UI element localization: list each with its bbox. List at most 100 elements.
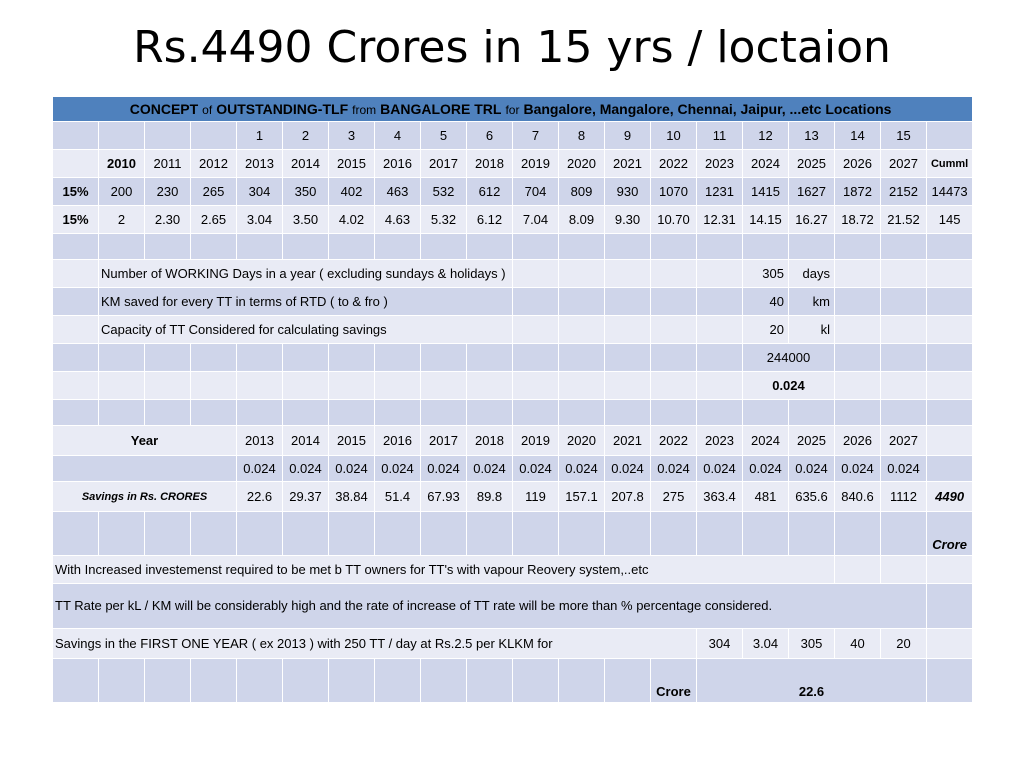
growth-value: 809	[558, 177, 605, 206]
index-cell: 9	[604, 121, 651, 150]
growth-value: 402	[328, 177, 375, 206]
header-row: CONCEPT of OUTSTANDING-TLF from BANGALORE TR…	[51, 96, 974, 122]
index-cell: 12	[742, 121, 789, 150]
empty-cell	[696, 511, 743, 556]
empty-cell	[558, 259, 605, 288]
empty-cell	[925, 343, 974, 372]
empty-cell	[236, 343, 283, 372]
empty-cell	[512, 287, 559, 316]
year-cell: 2025	[788, 425, 835, 456]
empty-cell	[558, 371, 605, 400]
growth-value: 2.30	[144, 205, 191, 234]
first-year-value: 20	[880, 628, 927, 659]
factor-cell: 0.024	[466, 455, 513, 482]
empty-cell	[466, 658, 513, 703]
factor-cell: 0.024	[650, 455, 697, 482]
factor-row: 0.024 0.024 0.024 0.024 0.024 0.024 0.024 0.024…	[52, 455, 974, 482]
empty-cell	[328, 399, 375, 426]
year-cell: 2026	[834, 425, 881, 456]
empty-cell	[925, 658, 974, 703]
savings-total: 4490	[925, 481, 974, 512]
growth-value: 21.52	[880, 205, 927, 234]
empty-cell	[604, 511, 651, 556]
index-cell: 11	[696, 121, 743, 150]
year-cell: 2014	[282, 425, 329, 456]
year-cell: 2018	[466, 149, 513, 178]
empty-cell	[190, 511, 237, 556]
year-cell: 2021	[604, 425, 651, 456]
empty-cell	[466, 233, 513, 260]
index-cell: 15	[880, 121, 927, 150]
savings-value: 119	[512, 481, 559, 512]
index-cell: 14	[834, 121, 881, 150]
empty-cell	[374, 233, 421, 260]
growth-row: 15% 2 2.30 2.65 3.04 3.50 4.02 4.63 5.32 6.12 7.04…	[52, 205, 974, 234]
empty-cell	[512, 658, 559, 703]
savings-value: 207.8	[604, 481, 651, 512]
savings-table: CONCEPT of OUTSTANDING-TLF from BANGALORE TR…	[51, 96, 974, 703]
header-text: OUTSTANDING-TLF	[216, 101, 349, 117]
result-row: Crore 22.6	[52, 658, 974, 703]
empty-cell	[604, 259, 651, 288]
year-cell: 2016	[374, 149, 421, 178]
empty-cell	[834, 287, 881, 316]
empty-cell	[650, 343, 697, 372]
growth-value: 6.12	[466, 205, 513, 234]
growth-total: 14473	[925, 177, 974, 206]
empty-cell	[925, 455, 974, 482]
empty-cell	[282, 371, 329, 400]
growth-value: 7.04	[512, 205, 559, 234]
empty-cell	[420, 658, 467, 703]
empty-cell	[52, 399, 99, 426]
growth-value: 200	[98, 177, 145, 206]
year-section-label: Year	[52, 425, 237, 456]
index-row: 1 2 3 4 5 6 7 8 9 10 11 12 13 14 15	[52, 121, 974, 150]
result-crore-label: Crore	[650, 658, 697, 703]
empty-cell	[742, 399, 789, 426]
year-cell: 2022	[650, 425, 697, 456]
empty-cell	[604, 315, 651, 344]
empty-cell	[190, 233, 237, 260]
year-cell: 2015	[328, 149, 375, 178]
year-cell: 2012	[190, 149, 237, 178]
empty-cell	[328, 511, 375, 556]
growth-rate-label: 15%	[52, 205, 99, 234]
empty-cell	[650, 371, 697, 400]
growth-total: 145	[925, 205, 974, 234]
growth-value: 9.30	[604, 205, 651, 234]
first-year-value: 40	[834, 628, 881, 659]
empty-cell	[880, 343, 927, 372]
index-cell: 5	[420, 121, 467, 150]
empty-cell	[834, 315, 881, 344]
empty-cell	[925, 583, 974, 629]
savings-value: 363.4	[696, 481, 743, 512]
header-text: BANGALORE TRL	[380, 101, 502, 117]
blank-row	[52, 233, 974, 260]
empty-cell	[512, 343, 559, 372]
note-row: TT Rate per kL / KM will be considerably…	[52, 583, 974, 629]
empty-cell	[282, 343, 329, 372]
year-cell: 2010	[98, 149, 145, 178]
header-text: CONCEPT	[129, 101, 199, 117]
empty-cell	[52, 371, 99, 400]
growth-value: 18.72	[834, 205, 881, 234]
empty-cell	[880, 371, 927, 400]
growth-value: 1872	[834, 177, 881, 206]
growth-value: 2	[98, 205, 145, 234]
factor-cell: 0.024	[282, 455, 329, 482]
factor-cell: 0.024	[328, 455, 375, 482]
empty-cell	[328, 233, 375, 260]
index-cell: 1	[236, 121, 283, 150]
empty-cell	[880, 511, 927, 556]
empty-cell	[98, 343, 145, 372]
year-cell: 2025	[788, 149, 835, 178]
empty-cell	[190, 371, 237, 400]
empty-cell	[558, 399, 605, 426]
growth-value: 2.65	[190, 205, 237, 234]
calc-row: 0.024	[52, 371, 974, 400]
empty-cell	[236, 511, 283, 556]
factor-cell: 0.024	[236, 455, 283, 482]
year-cell: 2021	[604, 149, 651, 178]
factor-cell: 0.024	[834, 455, 881, 482]
year-cell: 2024	[742, 425, 789, 456]
